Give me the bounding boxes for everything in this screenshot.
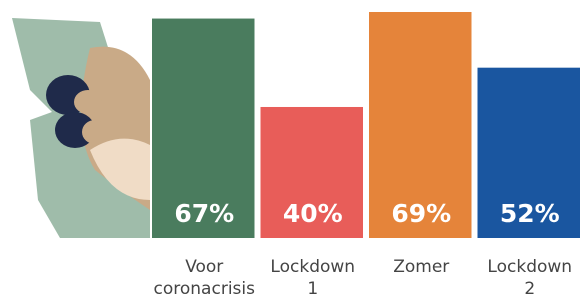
page: 67%40%69%52% (() => { const data = JSON.… xyxy=(0,0,584,303)
value-label: 67% xyxy=(174,199,234,228)
x-tick-label: Lockdown 2 xyxy=(487,256,572,300)
x-tick-label: Zomer xyxy=(393,256,449,278)
value-label: 69% xyxy=(391,199,451,228)
x-tick-label: Voor coronacrisis xyxy=(154,256,255,300)
value-label: 40% xyxy=(283,199,343,228)
illustration xyxy=(12,18,150,238)
x-tick-label: Lockdown 1 xyxy=(270,256,355,300)
value-label: 52% xyxy=(500,199,560,228)
